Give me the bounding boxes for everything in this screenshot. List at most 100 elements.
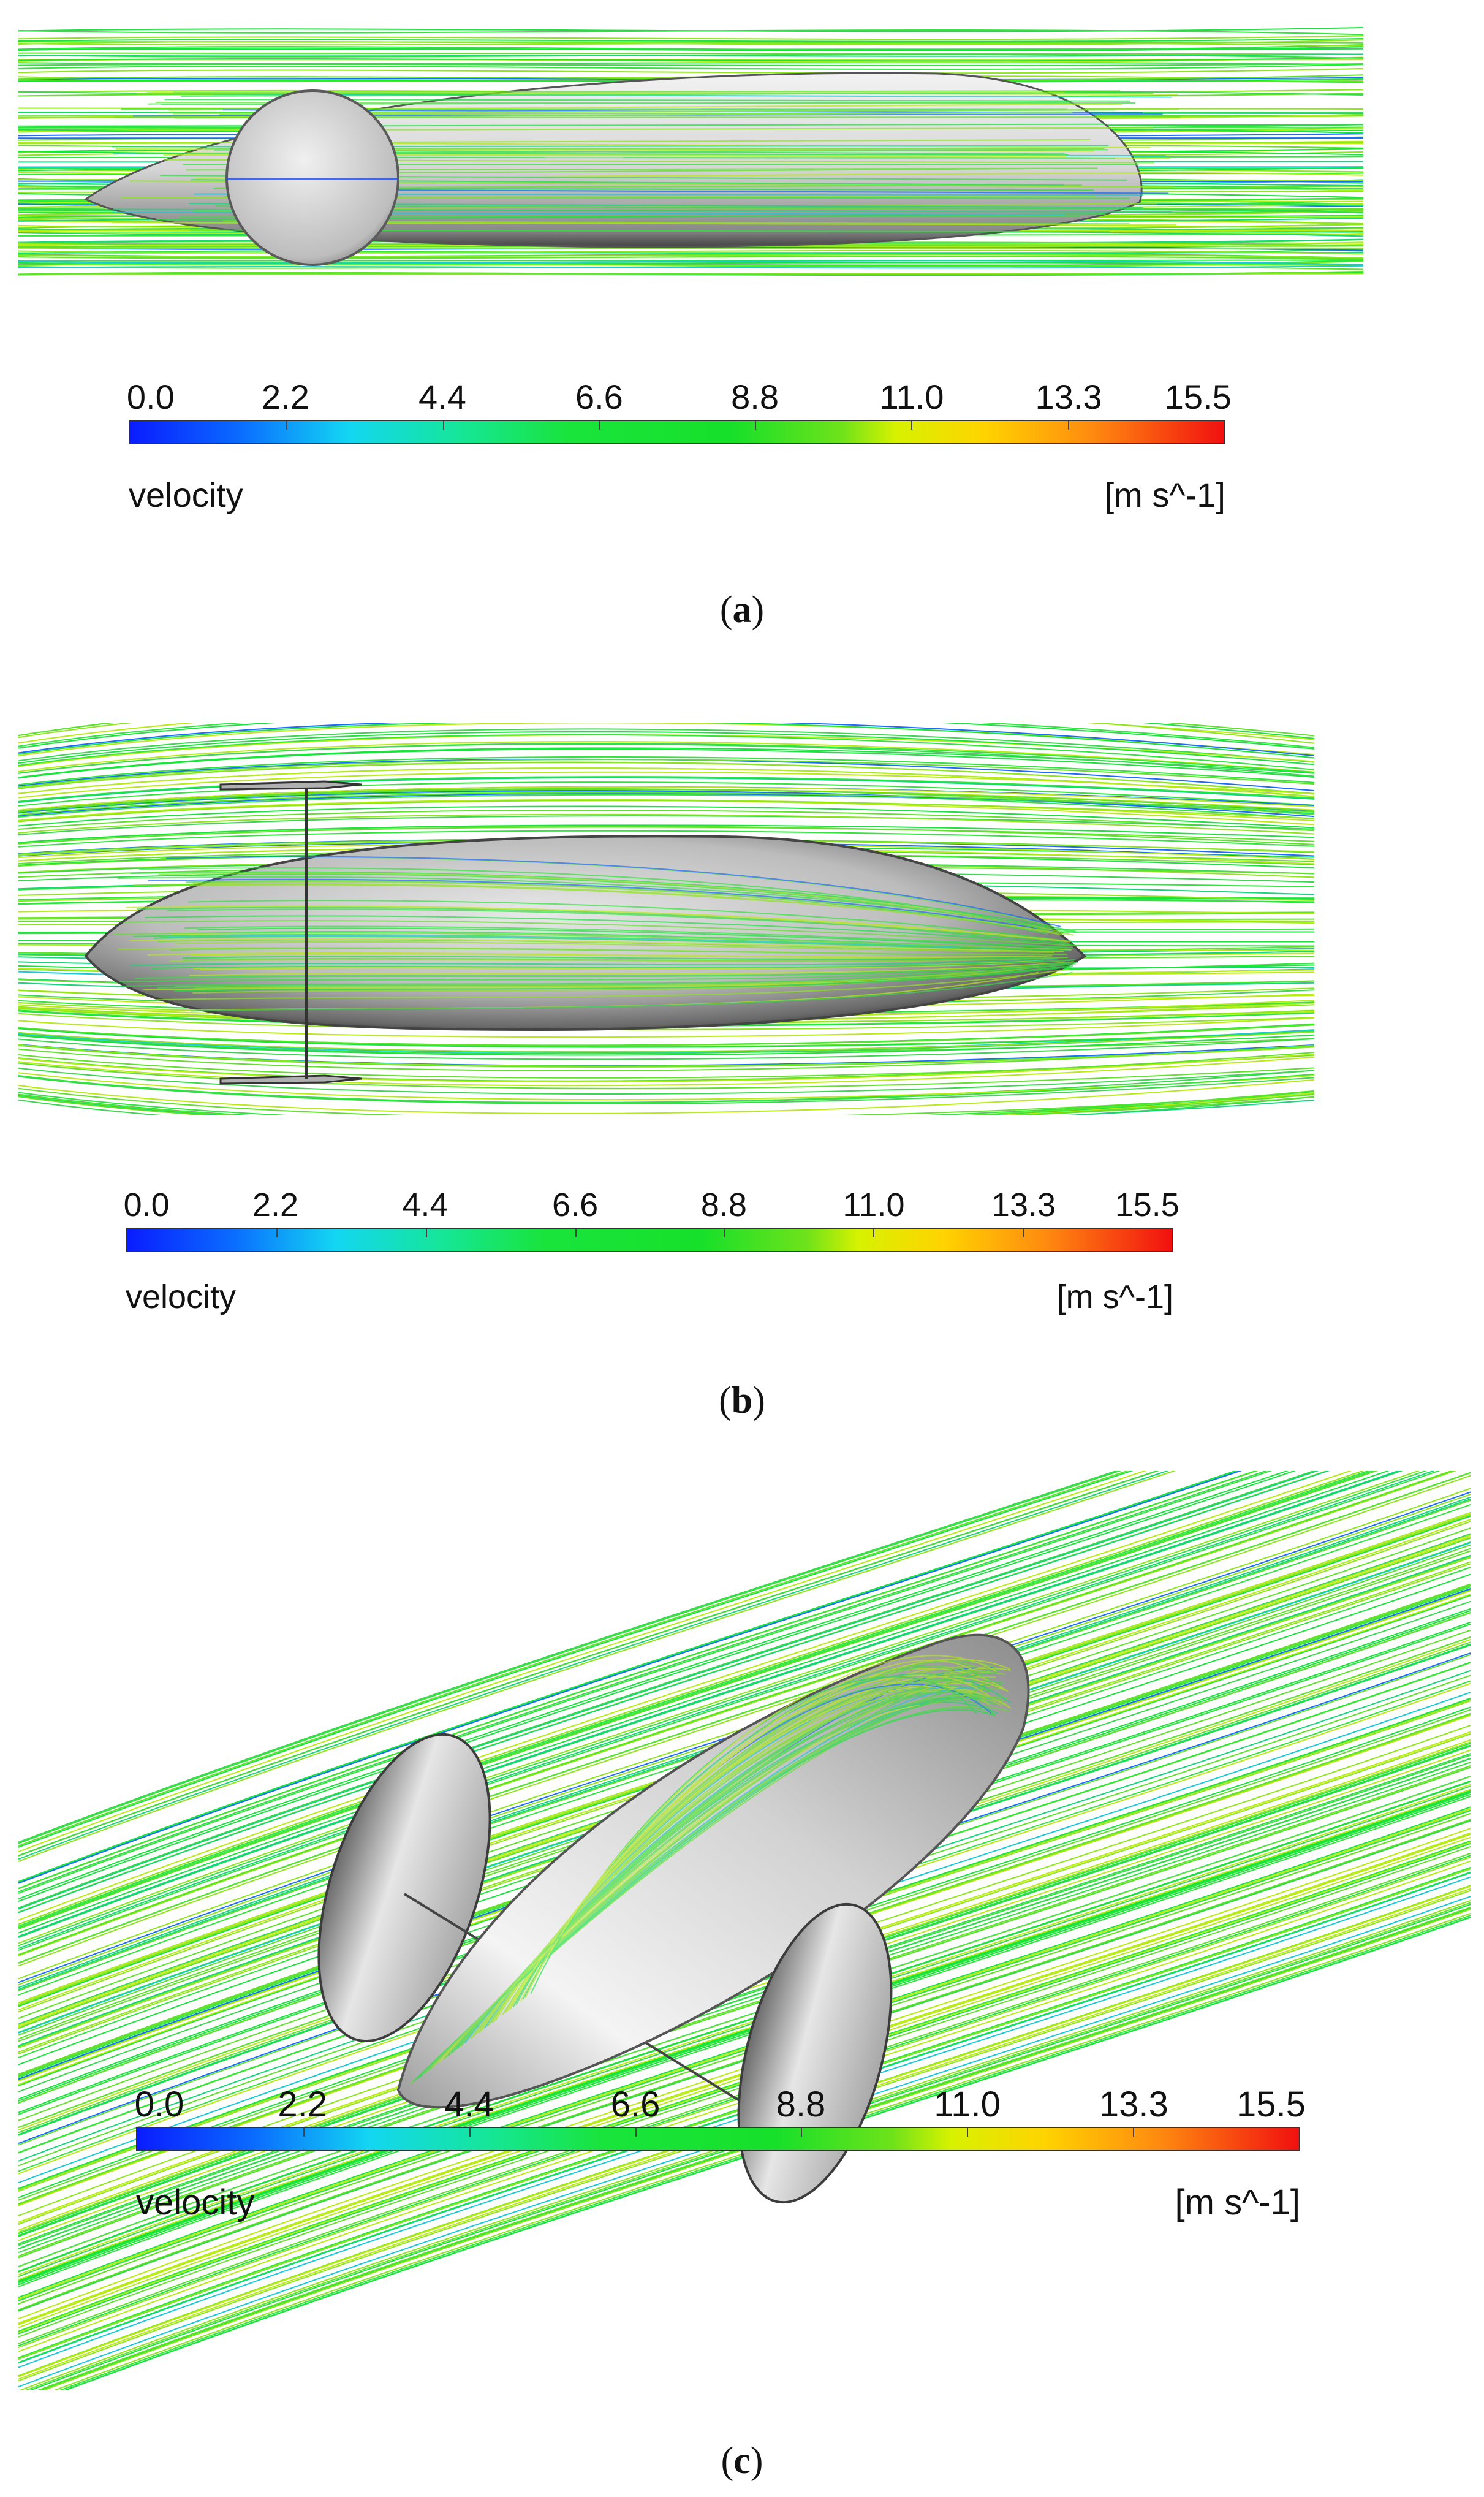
streamline [18,723,1314,757]
streamline [18,723,1314,744]
streamline [194,965,1031,989]
streamline [18,1029,1314,1053]
velocity-colorbar: 0.0 2.2 4.4 6.6 8.8 11.0 13.3 15.5 veloc… [124,1186,1179,1333]
panel-caption-c: (c) [721,2440,763,2482]
streamline [18,35,1363,40]
streamline [18,1828,1471,2320]
streamline [18,767,1314,798]
streamline [129,938,1064,952]
streamline [18,723,1314,757]
tick-label: 8.8 [776,2085,826,2124]
streamline [18,1073,1314,1103]
figure-panel-c: 0.0 2.2 4.4 6.6 8.8 11.0 13.3 15.5 veloc… [0,1471,1484,2497]
streamline [18,1062,1314,1089]
streamline [18,830,1314,848]
streamline [36,1906,1471,2390]
tick-label: 15.5 [1236,2085,1306,2124]
streamline [174,966,1072,992]
streamline [18,1032,1314,1054]
streamline [18,810,1314,832]
tick-label: 11.0 [842,1187,905,1223]
streamline [191,971,1073,1012]
streamline-plot-top-view [18,723,1314,1115]
streamline [18,1860,1471,2352]
streamline [18,1471,1257,1889]
streamline [18,781,1314,807]
streamline [18,265,1363,269]
tick-label: 4.4 [418,378,466,416]
tick-label: 13.3 [1099,2085,1168,2124]
wheel [225,89,399,266]
streamline [18,723,1314,759]
streamline [18,44,1363,51]
streamline [18,1471,1365,1925]
streamline [18,1471,1176,1862]
colorbar-quantity-label: velocity [129,476,243,514]
streamline [126,905,1071,943]
streamline [18,1471,1268,1893]
streamline [18,53,1363,57]
streamline [153,935,1068,952]
streamline [18,1868,1471,2360]
streamline [165,856,1061,927]
streamline [18,734,1314,770]
streamline [18,1833,1471,2325]
streamline [18,789,1314,818]
streamline [18,1841,1471,2333]
streamline [18,1471,1118,1843]
streamline [18,1788,1471,2281]
streamline [145,915,1075,946]
streamline [18,1471,1420,1944]
streamline [18,63,1363,67]
tick-label: 4.4 [444,2085,494,2124]
streamline [18,1855,1471,2347]
streamline [18,1067,1314,1095]
streamline [187,900,1059,941]
streamline [18,1471,1427,1947]
streamline [18,756,1314,786]
streamline [175,941,1054,953]
streamline [18,254,1363,259]
tick-label: 11.0 [934,2085,1001,2124]
streamline [137,906,1030,943]
streamline [18,1044,1314,1071]
streamline [18,39,1363,46]
streamline [18,1809,1471,2301]
streamline [444,1695,1005,2059]
tick-label: 2.2 [278,2085,328,2124]
streamline [58,1915,1471,2390]
wheel-rear [317,1733,491,2043]
streamline [18,1820,1471,2312]
streamline [18,67,1363,74]
streamline [18,1028,1314,1048]
streamline [18,1471,1440,1951]
streamline [18,1790,1471,2282]
streamline [18,777,1314,804]
streamline [18,799,1314,822]
streamline [18,723,1314,750]
streamline [18,1053,1314,1083]
streamline [18,1471,1352,1921]
streamline [18,37,1363,42]
streamline [524,1655,997,1998]
streamline [18,1795,1471,2287]
streamline [18,27,1363,32]
streamline [18,1776,1471,2268]
streamline [18,74,1363,81]
colorbar-tick-labels: 0.0 2.2 4.4 6.6 8.8 11.0 13.3 15.5 [135,2084,1306,2124]
streamline [18,826,1314,845]
tick-label: 4.4 [402,1187,449,1223]
colorbar-quantity-label: velocity [136,2183,255,2222]
streamline [18,1471,1379,1930]
streamline [147,952,1053,958]
streamline [18,743,1314,777]
tick-label: 0.0 [126,378,175,416]
streamline [52,1912,1471,2390]
streamline [18,1056,1314,1087]
velocity-colorbar: 0.0 2.2 4.4 6.6 8.8 11.0 13.3 15.5 veloc… [135,2084,1306,2243]
streamline [18,1471,1456,1956]
streamline [151,959,1075,969]
streamline [170,948,1067,956]
streamline [18,776,1314,802]
tick-label: 15.5 [1164,378,1232,416]
